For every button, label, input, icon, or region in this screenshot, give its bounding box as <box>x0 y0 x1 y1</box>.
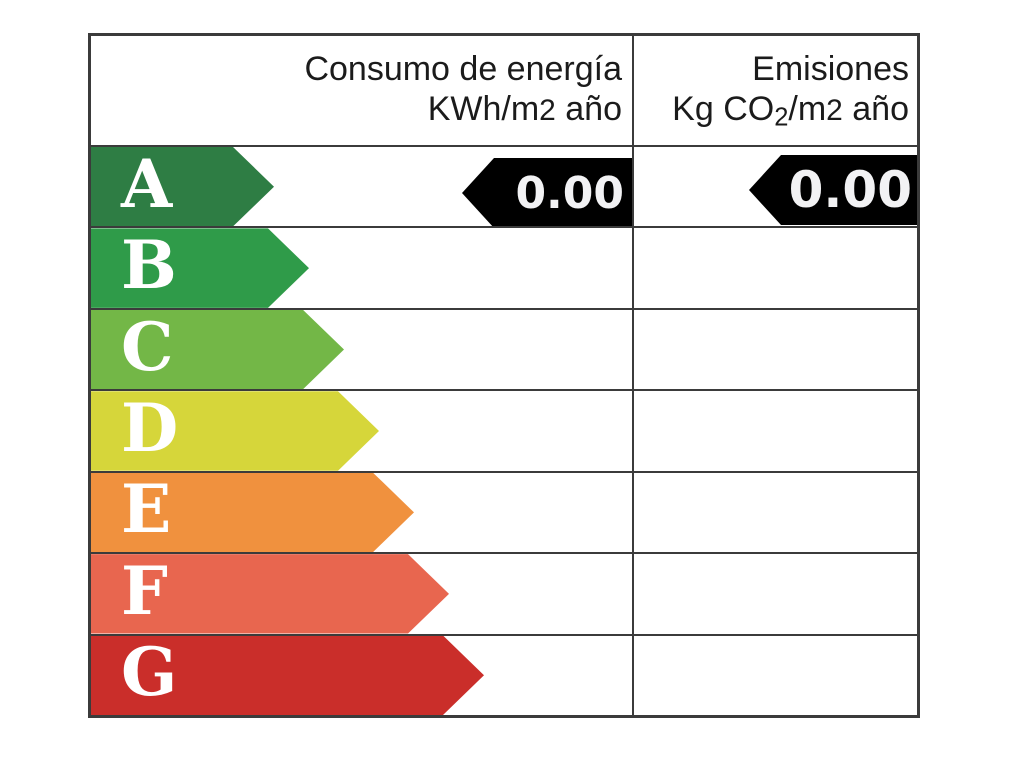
rating-row-e: E <box>91 470 917 553</box>
rating-bar-e: E <box>91 473 414 552</box>
header-emisiones-unit: Kg CO2/m2 año <box>672 90 909 132</box>
rating-bar-c: C <box>91 310 344 389</box>
rating-letter-b: B <box>121 226 177 305</box>
rating-row-b: B <box>91 226 917 308</box>
rating-bar-g: G <box>91 636 484 715</box>
rating-row-c: C <box>91 307 917 390</box>
rating-bar-a: A <box>91 147 274 226</box>
emisiones-value-arrow: 0.00 <box>749 155 917 225</box>
emisiones-value: 0.00 <box>788 161 912 219</box>
rating-row-a: A 0.00 0.00 <box>91 147 917 228</box>
table-header: Consumo de energía KWh/m2 año Emisiones … <box>91 36 917 147</box>
header-consumo-title: Consumo de energía <box>304 50 622 88</box>
rating-letter-g: G <box>121 633 178 712</box>
energy-rating-table: Consumo de energía KWh/m2 año Emisiones … <box>88 33 920 718</box>
rating-row-f: F <box>91 552 917 634</box>
header-consumo-unit: KWh/m2 año <box>427 90 622 128</box>
rating-letter-d: D <box>121 388 179 467</box>
header-emisiones: Emisiones Kg CO2/m2 año <box>632 36 917 145</box>
rating-letter-e: E <box>121 470 172 549</box>
consumo-value: 0.00 <box>515 167 624 219</box>
rating-rows: A 0.00 0.00 B C <box>91 147 917 715</box>
header-emisiones-title: Emisiones <box>752 50 909 88</box>
rating-bar-f: F <box>91 554 449 633</box>
header-consumo: Consumo de energía KWh/m2 año <box>91 36 632 145</box>
rating-letter-a: A <box>121 144 173 223</box>
rating-row-g: G <box>91 633 917 715</box>
rating-letter-f: F <box>121 551 168 630</box>
consumo-value-arrow: 0.00 <box>462 158 632 228</box>
rating-bar-d: D <box>91 391 379 470</box>
rating-bar-b: B <box>91 228 309 307</box>
rating-row-d: D <box>91 389 917 471</box>
rating-letter-c: C <box>121 307 174 386</box>
